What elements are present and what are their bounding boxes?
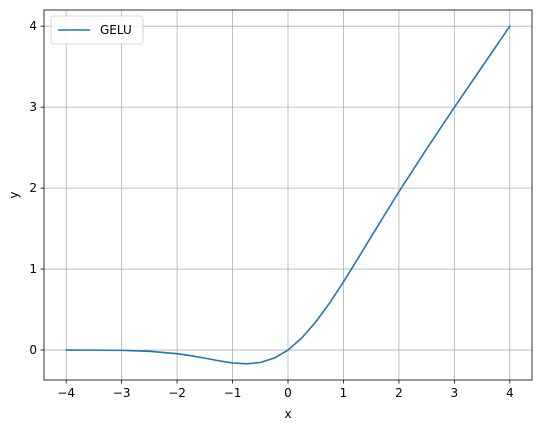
series-layer bbox=[65, 25, 511, 365]
x-tick-label: 3 bbox=[451, 386, 459, 400]
x-tick-label: 1 bbox=[340, 386, 348, 400]
legend: GELU bbox=[50, 15, 144, 45]
y-tick-label: 4 bbox=[29, 19, 37, 33]
x-tick-label: 2 bbox=[395, 386, 403, 400]
y-tick-label: 3 bbox=[29, 100, 37, 114]
y-tick-label: 1 bbox=[29, 262, 37, 276]
x-tick-label: 0 bbox=[284, 386, 292, 400]
x-tick-label: 4 bbox=[506, 386, 514, 400]
y-tick-label: 0 bbox=[29, 343, 37, 357]
grid-lines bbox=[44, 10, 532, 380]
legend-box bbox=[50, 15, 144, 45]
series-line-gelu bbox=[65, 25, 511, 365]
x-tick-label: −1 bbox=[224, 386, 242, 400]
axis-ticks: −4 −3 −2 −1 0 1 2 3 4 0 1 2 3 4 bbox=[29, 19, 513, 400]
y-axis-label: y bbox=[7, 191, 21, 198]
x-axis-label: x bbox=[284, 407, 291, 421]
x-tick-label: −4 bbox=[57, 386, 75, 400]
x-tick-label: −2 bbox=[168, 386, 186, 400]
y-tick-label: 2 bbox=[29, 181, 37, 195]
x-tick-label: −3 bbox=[113, 386, 131, 400]
legend-label: GELU bbox=[100, 23, 132, 37]
